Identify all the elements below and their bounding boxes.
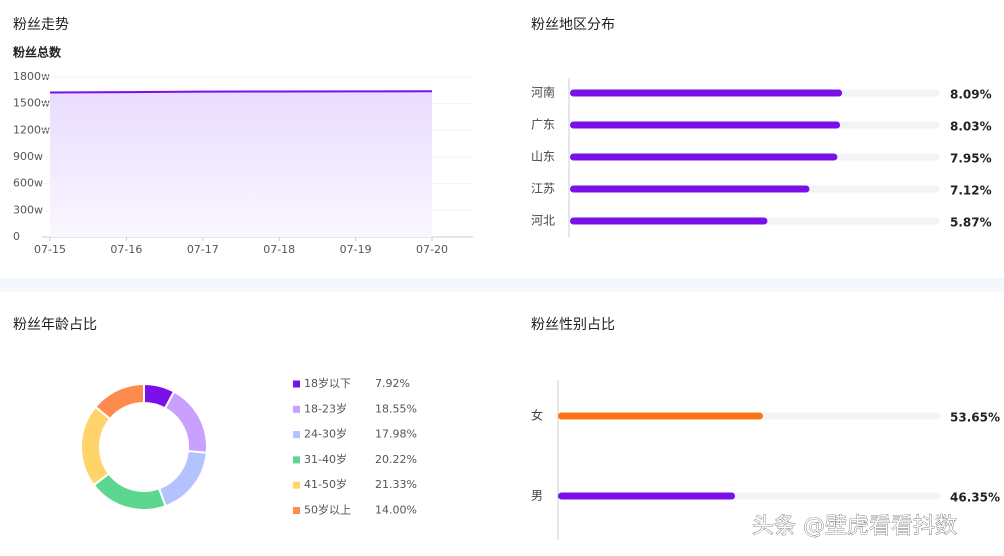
legend-value: 21.33% (375, 478, 417, 491)
category-label: 广东 (531, 118, 555, 132)
x-tick-label: 07-17 (187, 243, 219, 256)
category-label: 山东 (531, 150, 555, 164)
chart-title: 粉丝性别占比 (531, 317, 615, 333)
category-label: 河北 (531, 214, 555, 228)
category-label: 河南 (531, 85, 555, 100)
chart-subtitle: 粉丝总数 (13, 45, 62, 60)
value-label: 46.35% (950, 491, 1000, 505)
legend-label: 18岁以下 (304, 376, 351, 390)
donut-slice (92, 472, 167, 511)
chart-title: 粉丝地区分布 (531, 17, 615, 33)
legend-value: 14.00% (375, 504, 417, 517)
donut-slice (157, 449, 208, 508)
legend-swatch (293, 380, 300, 388)
x-tick-label: 07-16 (110, 243, 142, 256)
area (50, 91, 432, 237)
donut-slice (80, 405, 112, 487)
legend-value: 18.55% (375, 402, 417, 415)
legend-label: 24-30岁 (304, 427, 347, 441)
value-label: 5.87% (950, 216, 992, 230)
legend-swatch (293, 481, 300, 489)
value-label: 53.65% (950, 411, 1000, 425)
value-label: 8.03% (950, 120, 992, 134)
legend-value: 17.98% (375, 428, 417, 441)
legend-label: 50岁以上 (304, 503, 351, 517)
x-tick-label: 07-18 (263, 243, 295, 256)
bar (570, 153, 838, 161)
bar (570, 121, 841, 129)
legend-swatch (293, 431, 300, 439)
chart-title: 粉丝走势 (13, 17, 69, 33)
bar (558, 412, 763, 420)
legend-label: 18-23岁 (304, 401, 347, 415)
legend-value: 20.22% (375, 453, 417, 466)
value-label: 8.09% (950, 88, 992, 102)
y-tick-label: 300w (13, 203, 43, 216)
y-tick-label: 900w (13, 150, 43, 163)
x-tick-label: 07-19 (340, 243, 372, 256)
bar (558, 492, 736, 500)
legend-label: 31-40岁 (304, 452, 347, 466)
line (49, 90, 433, 94)
y-tick-label: 1500w (13, 97, 50, 110)
watermark: 头条 @壁虎看看抖数 (752, 514, 957, 539)
chart-title: 粉丝年龄占比 (13, 317, 97, 333)
legend-label: 41-50岁 (304, 477, 347, 491)
y-tick-label: 0 (13, 230, 20, 243)
x-tick-label: 07-15 (34, 243, 66, 256)
donut-slice (163, 390, 208, 454)
separator (0, 278, 1004, 292)
donut-slice (94, 382, 145, 421)
legend-swatch (293, 405, 300, 413)
bar (570, 217, 768, 225)
category-label: 江苏 (531, 182, 555, 196)
legend-swatch (293, 456, 300, 464)
y-tick-label: 1200w (13, 123, 50, 136)
value-label: 7.95% (950, 152, 992, 166)
x-tick-label: 07-20 (416, 243, 448, 256)
bar (570, 185, 810, 193)
y-tick-label: 1800w (13, 70, 50, 83)
legend-swatch (293, 507, 300, 514)
value-label: 7.12% (950, 184, 992, 198)
category-label: 女 (531, 408, 543, 423)
y-tick-label: 600w (13, 177, 43, 190)
legend-value: 7.92% (375, 377, 410, 390)
bar (570, 89, 843, 97)
category-label: 男 (531, 489, 543, 503)
